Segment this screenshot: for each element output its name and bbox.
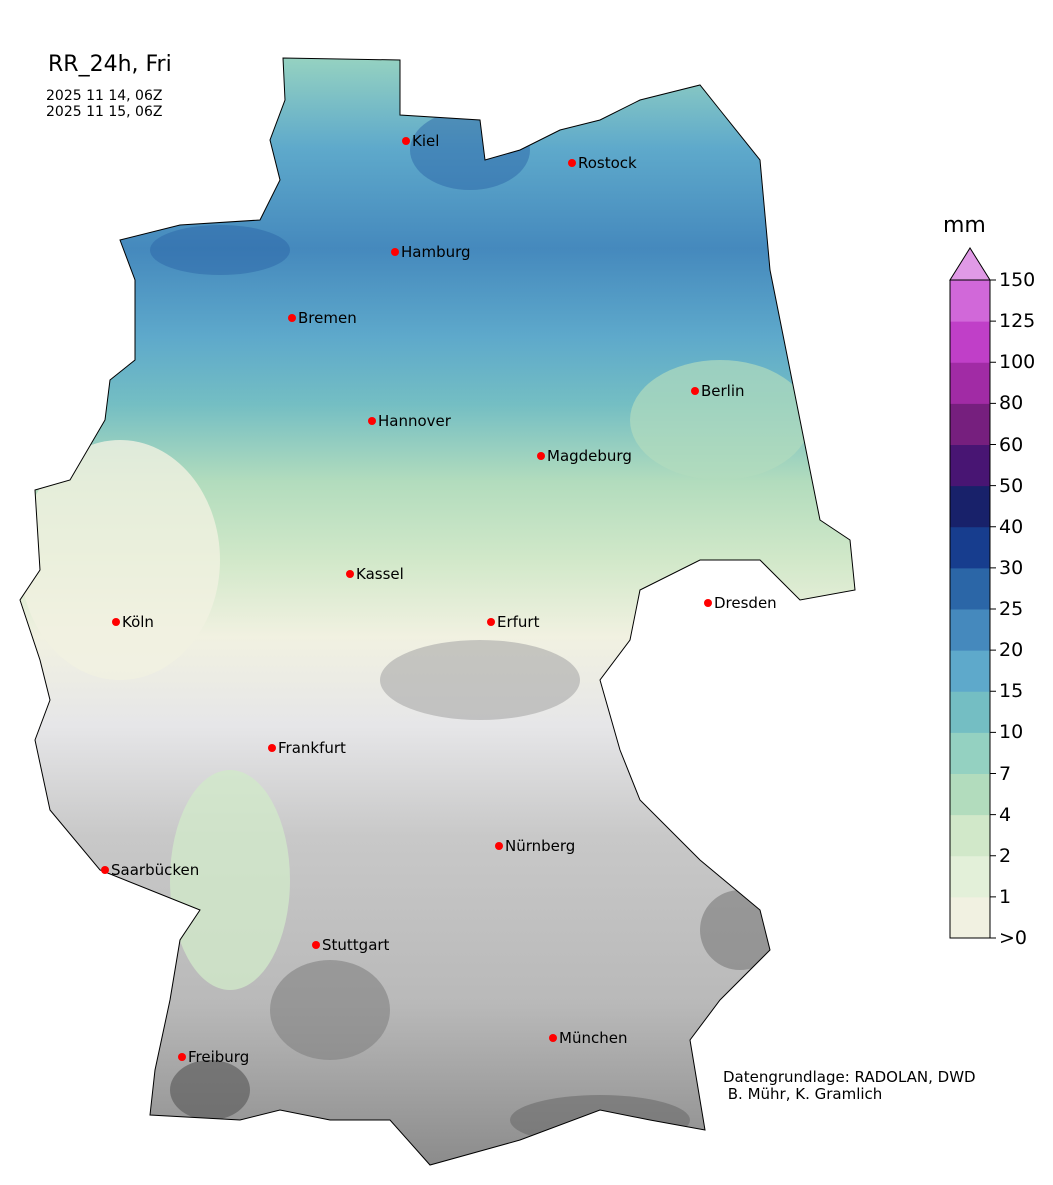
colorbar-tick-label: 7	[999, 762, 1012, 785]
colorbar-tick-label: 15	[999, 680, 1024, 703]
city-label: Bremen	[298, 309, 357, 327]
colorbar-segment	[950, 691, 990, 733]
city-label: Dresden	[714, 594, 777, 612]
colorbar-tick-label: 30	[999, 556, 1024, 579]
colorbar-unit: mm	[943, 213, 986, 238]
city-marker	[268, 744, 276, 752]
colorbar-segment	[950, 609, 990, 651]
city-label: Kassel	[356, 565, 404, 583]
city-marker	[178, 1053, 186, 1061]
colorbar-tick-label: 60	[999, 433, 1024, 456]
city-label: Freiburg	[188, 1048, 249, 1066]
colorbar-segment	[950, 896, 990, 939]
city-label: Hannover	[378, 412, 452, 430]
colorbar-segment	[950, 362, 990, 404]
city-label: Magdeburg	[547, 447, 632, 465]
city-label: Hamburg	[401, 243, 471, 261]
colorbar-tick-label: 2	[999, 844, 1012, 867]
city-marker	[368, 417, 376, 425]
colorbar-segment	[950, 321, 990, 363]
colorbar-segment	[950, 403, 990, 445]
colorbar-tick-label: 10	[999, 721, 1024, 744]
colorbar-segment	[950, 855, 990, 898]
colorbar-segment	[950, 732, 990, 774]
colorbar-tick-label: >0	[999, 927, 1028, 949]
colorbar-tick-label: 40	[999, 515, 1024, 538]
city-label: München	[559, 1029, 627, 1047]
colorbar-tick-label: 80	[999, 392, 1024, 415]
credit-text: Datengrundlage: RADOLAN, DWD B. Mühr, K.…	[723, 1068, 976, 1103]
colorbar-extension	[949, 247, 991, 281]
city-marker	[312, 941, 320, 949]
city-marker	[568, 159, 576, 167]
city-markers: Kiel Rostock Hamburg Bremen Berlin Hannover Ma…	[101, 132, 777, 1066]
colorbar-segment	[950, 773, 990, 816]
city-marker	[288, 314, 296, 322]
city-marker	[402, 137, 410, 145]
colorbar-tick-label: 50	[999, 474, 1024, 497]
city-label: Erfurt	[497, 613, 540, 631]
city-marker	[704, 599, 712, 607]
city-marker	[537, 452, 545, 460]
colorbar-tick-label: 100	[999, 351, 1036, 374]
colorbar-tick-label: 1	[999, 885, 1012, 908]
colorbar-segment	[950, 280, 990, 322]
city-marker	[487, 618, 495, 626]
colorbar-segment	[950, 650, 990, 692]
period-end: 2025 11 15, 06Z	[46, 104, 163, 120]
city-label: Köln	[122, 613, 154, 631]
city-label: Stuttgart	[322, 936, 390, 954]
city-label: Nürnberg	[505, 837, 575, 855]
period-start: 2025 11 14, 06Z	[46, 88, 163, 104]
colorbar-tick-label: 25	[999, 598, 1024, 620]
city-marker	[549, 1034, 557, 1042]
city-marker	[391, 248, 399, 256]
colorbar-tick-label: 4	[999, 803, 1012, 826]
colorbar-tick-label: 125	[999, 310, 1036, 333]
colorbar-tick-label: 20	[999, 639, 1024, 662]
colorbar	[949, 247, 996, 939]
city-marker	[495, 842, 503, 850]
city-label: Kiel	[412, 132, 439, 150]
colorbar-segment	[950, 526, 990, 569]
map-title: RR_24h, Fri	[48, 52, 172, 77]
colorbar-segment	[950, 814, 990, 857]
colorbar-segment	[950, 485, 990, 528]
city-label: Rostock	[578, 154, 637, 172]
colorbar-tick-label: 150	[999, 269, 1036, 291]
city-label: Saarbücken	[111, 861, 199, 879]
city-label: Frankfurt	[278, 739, 346, 757]
colorbar-segment	[950, 444, 990, 487]
city-marker	[691, 387, 699, 395]
colorbar-segment	[950, 567, 990, 610]
city-marker	[112, 618, 120, 626]
city-marker	[346, 570, 354, 578]
city-label: Berlin	[701, 382, 745, 400]
city-marker	[101, 866, 109, 874]
